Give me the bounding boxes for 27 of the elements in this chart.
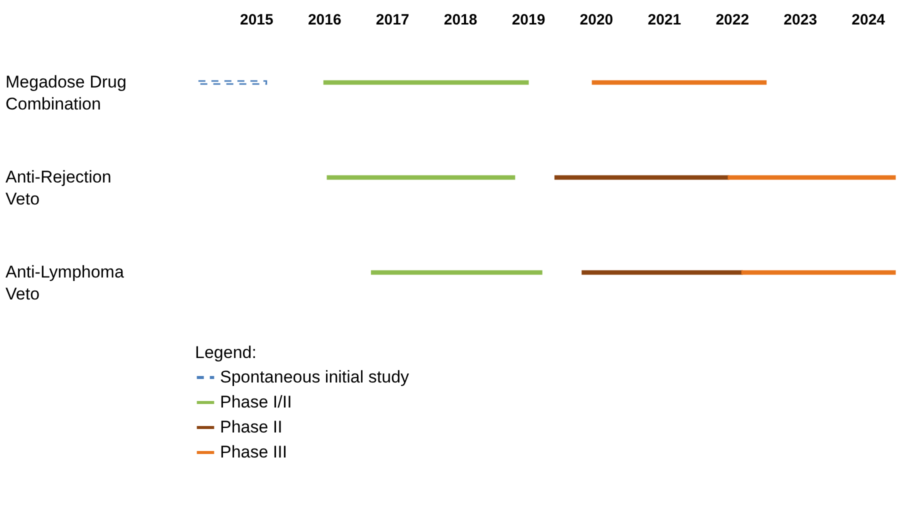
x-tick-label: 2016	[308, 12, 342, 28]
y-tick-label: Anti-Lymphoma Veto	[6, 262, 124, 304]
bar	[582, 270, 743, 275]
x-tick-label: 2018	[444, 12, 478, 28]
x-tick-label: 2023	[784, 12, 818, 28]
y-tick-label: Megadose Drug Combination	[6, 72, 126, 114]
x-tick-label: 2024	[852, 12, 886, 28]
x-tick-label: 2019	[512, 12, 546, 28]
bar	[741, 270, 896, 275]
legend-label: Spontaneous initial study	[220, 368, 410, 386]
legend-title: Legend:	[195, 343, 256, 362]
bar	[592, 80, 767, 85]
bar	[323, 80, 529, 85]
bar	[728, 175, 896, 180]
x-tick-label: 2020	[580, 12, 614, 28]
bar	[198, 80, 268, 85]
x-tick-label: 2021	[648, 12, 682, 28]
legend-label: Phase III	[220, 442, 288, 462]
bar	[326, 175, 516, 180]
y-tick-label: Anti-Rejection Veto	[6, 168, 112, 208]
bar	[554, 175, 730, 180]
legend-label: Phase II	[220, 418, 282, 436]
x-tick-label: 2015	[240, 12, 274, 28]
bar	[370, 270, 542, 275]
x-tick-label: 2022	[716, 12, 750, 28]
x-tick-label: 2017	[376, 12, 410, 28]
legend-label: Phase I/II	[220, 392, 292, 412]
